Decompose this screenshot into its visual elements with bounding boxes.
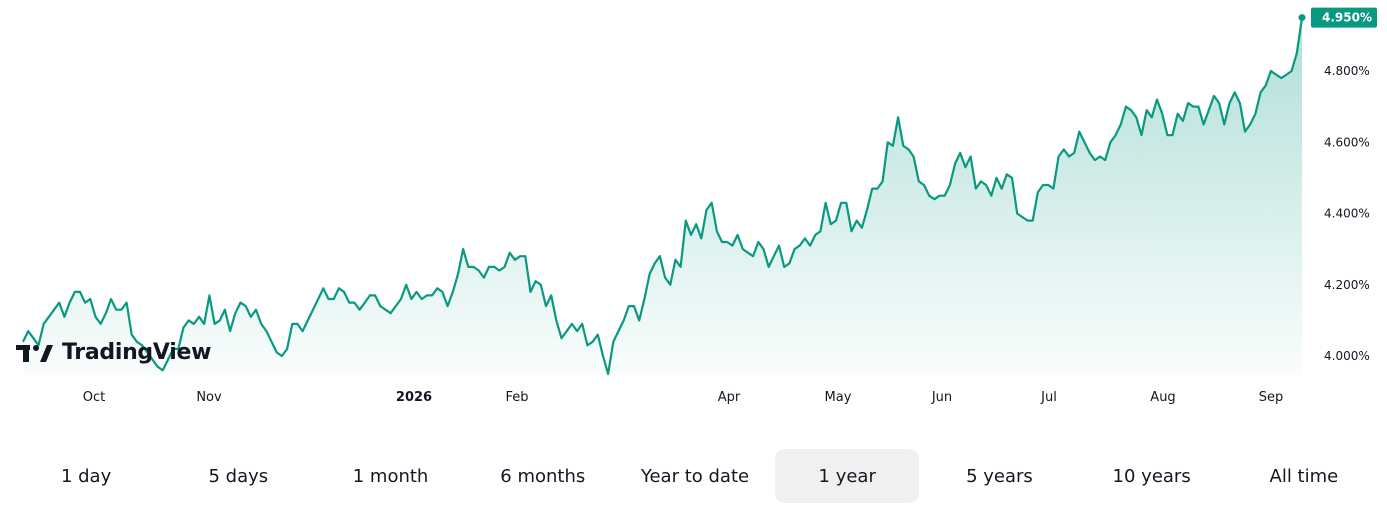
tradingview-logo-icon <box>16 344 53 362</box>
series-area-fill <box>23 17 1302 375</box>
y-tick-label: 4.600% <box>1324 135 1370 149</box>
tradingview-logo[interactable]: TradingView <box>16 340 211 365</box>
chart-svg: 4.000% 4.200% 4.400% 4.600% 4.800% 4.950% Oct N… <box>22 7 1377 405</box>
x-tick-label: Sep <box>1259 390 1284 405</box>
y-tick-label: 4.800% <box>1324 64 1370 78</box>
x-tick-label: Apr <box>718 390 741 405</box>
x-tick-label: 2026 <box>396 390 432 405</box>
series-line <box>22 17 1304 375</box>
y-tick-label: 4.000% <box>1324 349 1370 363</box>
range-button-1-day[interactable]: 1 day <box>60 465 112 487</box>
range-button-year-to-date[interactable]: Year to date <box>640 465 750 487</box>
x-tick-label: Jun <box>931 390 952 405</box>
y-tick-label: 4.400% <box>1324 207 1370 221</box>
x-tick-label: Aug <box>1150 390 1175 405</box>
range-button-6-months[interactable]: 6 months <box>500 465 586 487</box>
range-button-5-years[interactable]: 5 years <box>966 465 1033 487</box>
last-value-label: 4.950% <box>1322 11 1372 25</box>
x-tick-label: Oct <box>83 390 105 405</box>
x-tick-label: Feb <box>505 390 528 405</box>
x-tick-label: Jul <box>1040 390 1057 405</box>
time-range-selector: 1 day 5 days 1 month 6 months Year to date 1 … <box>10 449 1380 503</box>
range-button-5-days[interactable]: 5 days <box>208 465 269 487</box>
x-tick-label: Nov <box>196 390 222 405</box>
range-button-1-year[interactable]: 1 year <box>775 449 920 503</box>
last-value-badge <box>1311 7 1377 28</box>
y-tick-label: 4.200% <box>1324 278 1370 292</box>
range-button-all-time[interactable]: All time <box>1269 465 1339 487</box>
range-button-10-years[interactable]: 10 years <box>1112 465 1191 487</box>
tradingview-logo-text: TradingView <box>62 340 212 365</box>
last-value-point <box>1298 14 1306 22</box>
price-chart[interactable]: 4.000% 4.200% 4.400% 4.600% 4.800% 4.950% Oct N… <box>0 0 1387 420</box>
range-button-1-month[interactable]: 1 month <box>352 465 429 487</box>
x-tick-label: May <box>825 390 852 405</box>
